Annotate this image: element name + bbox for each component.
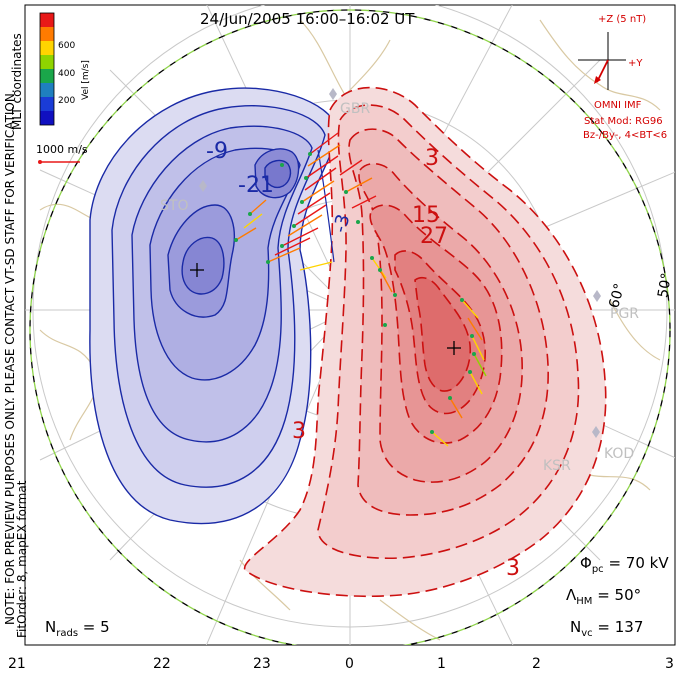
imf-y-label: +Y bbox=[628, 58, 643, 69]
imf-panel: +Z (5 nT) +Y OMNI IMF Stat Mod: RG96 Bz-… bbox=[578, 14, 667, 141]
colorbar-tick: 200 bbox=[58, 96, 75, 106]
nvc-stat: Nvc = 137 bbox=[570, 618, 643, 639]
station-label: PGR bbox=[610, 306, 639, 322]
contour-label: 3 bbox=[292, 419, 306, 444]
phi-pc-stat: Φpc = 70 kV bbox=[580, 554, 669, 575]
mlt-tick: 21 bbox=[8, 656, 26, 672]
imf-source: OMNI IMF bbox=[594, 100, 642, 111]
lambda-hm-stat: ΛHM = 50° bbox=[566, 586, 641, 607]
imf-condition: Bz-/By-, 4<BT<6 bbox=[583, 130, 667, 141]
imf-model: Stat Mod: RG96 bbox=[584, 116, 663, 127]
station-label: KOD bbox=[604, 446, 634, 462]
mlt-tick: 0 bbox=[345, 656, 354, 672]
stats-block: Φpc = 70 kV ΛHM = 50° Nvc = 137 Nrads = … bbox=[45, 554, 669, 639]
lat-label: 60° bbox=[606, 282, 628, 310]
vector-dots bbox=[234, 152, 476, 434]
colorbar-label: Vel [m/s] bbox=[81, 60, 91, 100]
vector-scale: 1000 m/s bbox=[36, 143, 88, 164]
mlt-tick: 2 bbox=[532, 656, 541, 672]
contour-label: 3 bbox=[506, 556, 520, 581]
lat-label: 50° bbox=[655, 272, 675, 299]
vector-scale-label: 1000 m/s bbox=[36, 143, 88, 156]
contour-label: -9 bbox=[206, 139, 228, 164]
coords-label: MLT coordinates bbox=[10, 33, 24, 130]
negative-cell bbox=[89, 87, 339, 525]
mlt-axis: 21 22 23 0 1 2 3 bbox=[8, 656, 674, 672]
velocity-vectors bbox=[235, 132, 487, 447]
contour-label: 15 bbox=[412, 203, 440, 228]
mlt-tick: 3 bbox=[665, 656, 674, 672]
fit-order-label: FitOrder: 8, mapEX format bbox=[15, 480, 29, 638]
contour-label: 3 bbox=[425, 146, 439, 171]
potential-max-marker bbox=[447, 341, 461, 355]
mlt-tick: 22 bbox=[153, 656, 171, 672]
colorbar-tick: 600 bbox=[58, 41, 75, 51]
contour-label: 27 bbox=[420, 224, 448, 249]
velocity-colorbar: 600 400 200 Vel [m/s] bbox=[39, 12, 91, 126]
station-label: KSR bbox=[543, 458, 571, 474]
station-label: GBR bbox=[340, 101, 370, 117]
contour-label: -21 bbox=[238, 173, 274, 198]
colorbar-tick: 400 bbox=[58, 69, 75, 79]
nrads-stat: Nrads = 5 bbox=[45, 618, 110, 639]
mlt-tick: 23 bbox=[253, 656, 271, 672]
preview-note: NOTE: FOR PREVIEW PURPOSES ONLY. PLEASE … bbox=[3, 89, 17, 625]
station-markers: GBR STO PGR KOD KSR bbox=[160, 88, 639, 474]
mlt-tick: 1 bbox=[437, 656, 446, 672]
potential-min-marker bbox=[190, 263, 204, 277]
map-title: 24/Jun/2005 16:00–16:02 UT bbox=[200, 10, 415, 28]
contour-label: -3 bbox=[329, 212, 354, 235]
station-label: STO bbox=[160, 198, 188, 214]
imf-z-label: +Z (5 nT) bbox=[598, 14, 646, 25]
positive-cell bbox=[243, 86, 607, 598]
